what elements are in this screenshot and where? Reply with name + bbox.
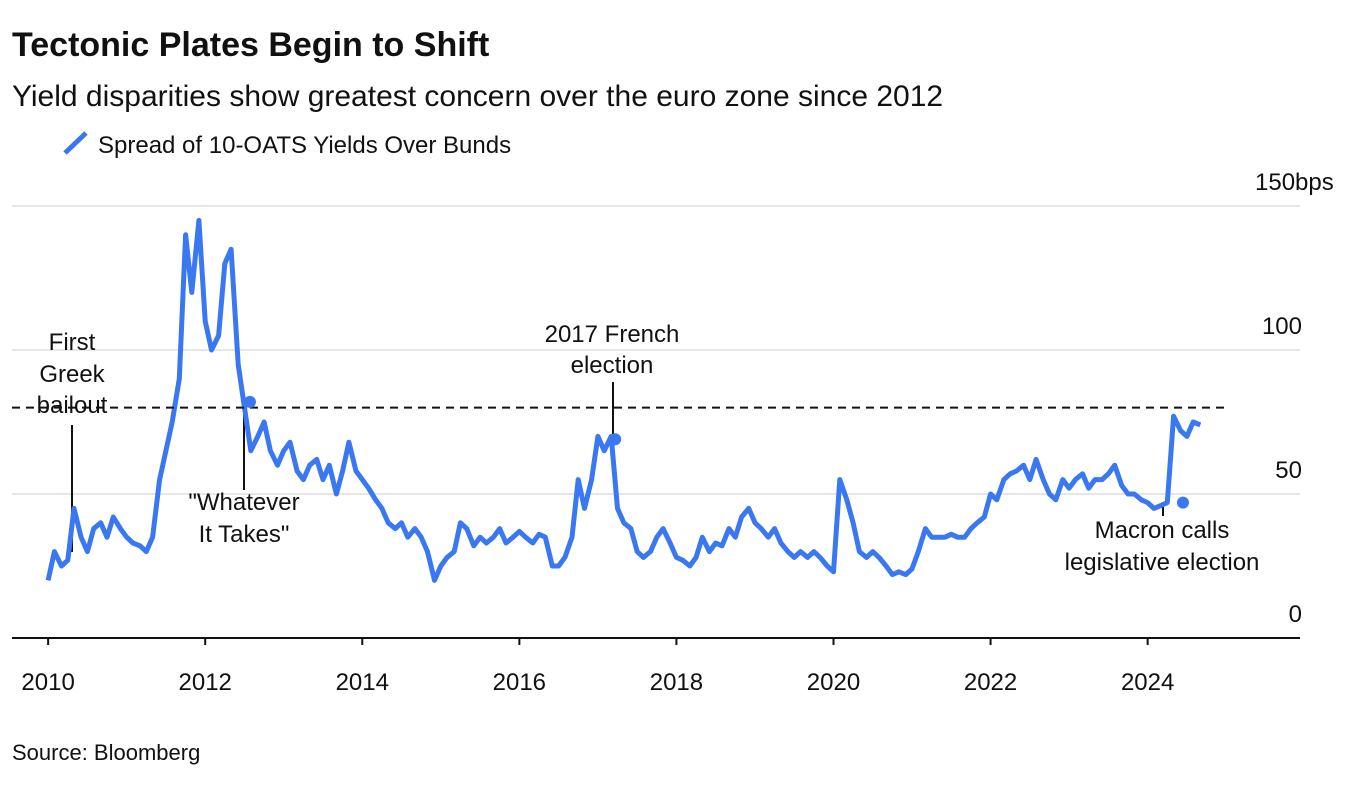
annotation-text: First (49, 329, 96, 356)
series-line (45, 217, 1202, 583)
annotation-text: Greek (39, 361, 105, 388)
annotation-dot (243, 395, 256, 408)
x-tick-label: 2022 (964, 669, 1017, 696)
annotation-text: 2017 French (545, 321, 680, 348)
annotation-text: election (571, 352, 654, 379)
x-tick-label: 2018 (650, 669, 703, 696)
annotation-text: It Takes" (199, 521, 290, 548)
annotation-text: bailout (37, 392, 108, 419)
y-tick-label: 100 (1262, 313, 1302, 340)
x-tick-label: 2010 (21, 669, 74, 696)
legend-label: Spread of 10-OATS Yields Over Bunds (98, 132, 511, 159)
y-tick-label: 0 (1289, 601, 1302, 628)
y-tick-label: 50 (1275, 457, 1302, 484)
x-tick-label: 2012 (179, 669, 232, 696)
annotation-dot (1176, 496, 1189, 509)
annotation-dot (609, 433, 622, 446)
x-tick-label: 2020 (807, 669, 860, 696)
x-tick-label: 2024 (1121, 669, 1174, 696)
x-tick-label: 2014 (336, 669, 389, 696)
chart-subtitle: Yield disparities show greatest concern … (12, 80, 943, 113)
x-tick-label: 2016 (493, 669, 546, 696)
y-tick-label: 150bps (1255, 169, 1334, 196)
legend-swatch (63, 131, 88, 155)
annotation-text: legislative election (1065, 549, 1260, 576)
source: Source: Bloomberg (12, 740, 200, 765)
annotation-text: Macron calls (1095, 517, 1230, 544)
annotation-text: "Whatever (188, 489, 299, 516)
chart-title: Tectonic Plates Begin to Shift (12, 26, 489, 64)
